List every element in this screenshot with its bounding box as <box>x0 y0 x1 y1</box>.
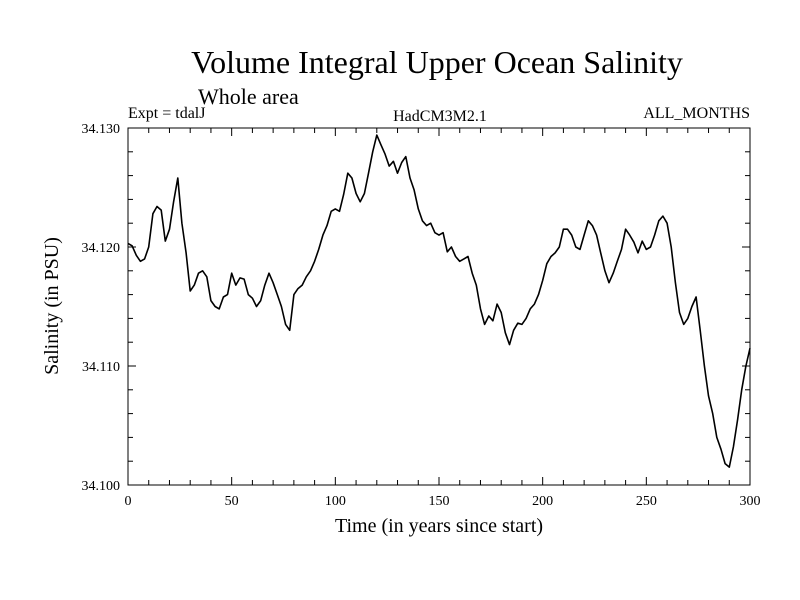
y-tick-label: 34.120 <box>82 241 121 256</box>
x-axis-label: Time (in years since start) <box>335 515 543 537</box>
y-tick-label: 34.100 <box>82 479 121 494</box>
x-tick-label: 0 <box>125 494 132 509</box>
x-tick-label: 150 <box>429 494 450 509</box>
experiment-label: Expt = tdalJ <box>128 105 205 122</box>
x-tick-label: 250 <box>636 494 657 509</box>
model-label: HadCM3M2.1 <box>393 108 487 125</box>
plot-frame <box>127 127 751 486</box>
x-tick-label: 300 <box>740 494 761 509</box>
salinity-line <box>127 134 751 468</box>
x-tick-label: 100 <box>325 494 346 509</box>
chart-subtitle: Whole area <box>198 84 299 109</box>
x-tick-label: 50 <box>225 494 239 509</box>
axis-tick-labels: 0 50 100 150 200 250 300 34.100 34.110 34.120 34.1… <box>82 122 761 509</box>
x-tick-label: 200 <box>532 494 553 509</box>
months-label: ALL_MONTHS <box>643 105 750 122</box>
y-axis-label: Salinity (in PSU) <box>41 237 63 375</box>
chart-title: Volume Integral Upper Ocean Salinity <box>191 44 683 80</box>
y-tick-label: 34.110 <box>82 360 120 375</box>
y-tick-label: 34.130 <box>82 122 121 137</box>
